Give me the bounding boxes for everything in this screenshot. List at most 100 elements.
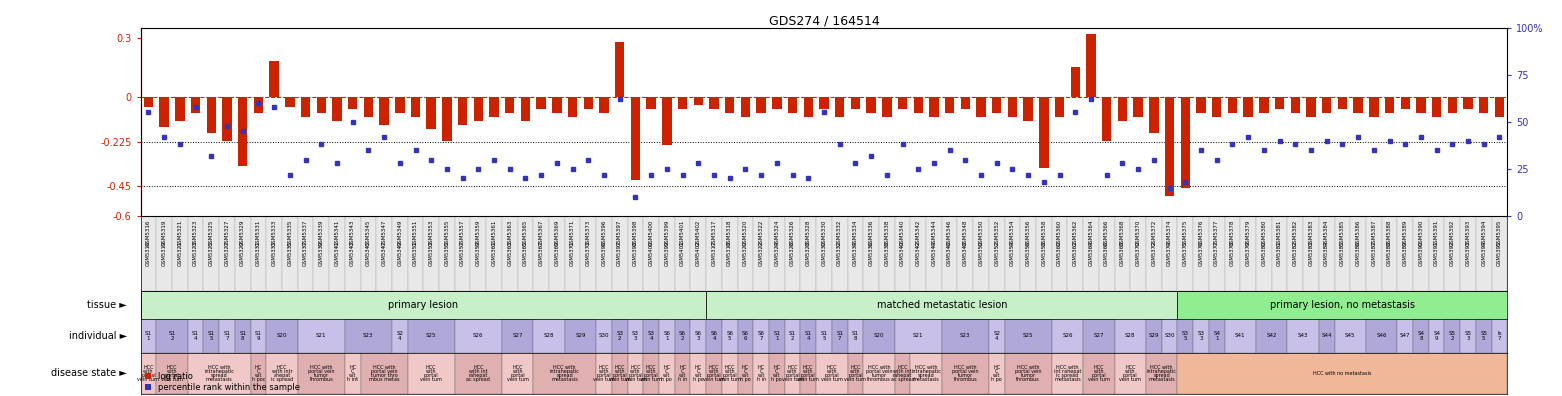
Bar: [253, 97, 262, 113]
Bar: [1165, 97, 1175, 196]
Bar: [426, 97, 436, 129]
Text: S41: S41: [1236, 333, 1245, 338]
Bar: [644, 353, 659, 394]
Bar: [784, 353, 800, 394]
Bar: [800, 353, 815, 394]
Bar: [266, 353, 298, 394]
Text: S1
5: S1 5: [820, 331, 828, 341]
Bar: [1070, 67, 1079, 97]
Bar: [408, 319, 455, 353]
Text: individual ►: individual ►: [69, 331, 127, 341]
Bar: [505, 97, 514, 113]
Bar: [737, 319, 753, 353]
Text: GSM5339: GSM5339: [319, 220, 323, 246]
Text: GSM5355: GSM5355: [445, 220, 450, 246]
Bar: [895, 353, 911, 394]
Text: GSM5327: GSM5327: [225, 220, 230, 246]
Bar: [1196, 97, 1206, 113]
Bar: [945, 97, 954, 113]
Text: GSM5356: GSM5356: [1026, 220, 1031, 246]
Bar: [800, 319, 815, 353]
Text: GSM5337: GSM5337: [303, 241, 308, 266]
Text: S30: S30: [598, 333, 609, 338]
Bar: [1414, 319, 1429, 353]
Text: GSM5369: GSM5369: [555, 220, 559, 246]
Text: GSM5316: GSM5316: [145, 220, 152, 246]
Text: GSM5388: GSM5388: [1387, 241, 1392, 266]
Text: GSM5338: GSM5338: [884, 220, 889, 246]
Text: HCC
with int
rahepat
ac spread: HCC with int rahepat ac spread: [890, 365, 914, 382]
Bar: [156, 353, 187, 394]
Bar: [976, 97, 986, 117]
Text: S6
2: S6 2: [679, 331, 686, 341]
Bar: [286, 97, 295, 107]
Text: GSM5332: GSM5332: [837, 220, 842, 246]
Text: GSM5359: GSM5359: [476, 220, 481, 246]
Text: S5
5: S5 5: [1481, 331, 1487, 341]
Text: GSM5342: GSM5342: [915, 220, 920, 246]
Text: matched metastatic lesion: matched metastatic lesion: [876, 300, 1007, 310]
Text: GSM5353: GSM5353: [428, 220, 434, 246]
Bar: [1023, 97, 1032, 121]
Text: GSM5319: GSM5319: [161, 220, 167, 246]
Bar: [1290, 97, 1300, 113]
Bar: [1082, 319, 1115, 353]
Bar: [833, 319, 848, 353]
Text: GSM5356: GSM5356: [1026, 241, 1031, 266]
Text: GSM5348: GSM5348: [962, 220, 968, 246]
Text: GSM5325: GSM5325: [209, 241, 214, 266]
Bar: [1067, 216, 1082, 291]
Text: GSM5358: GSM5358: [1042, 220, 1047, 246]
Bar: [237, 97, 247, 166]
Bar: [455, 319, 501, 353]
Text: S30: S30: [1164, 333, 1175, 338]
Text: GSM5340: GSM5340: [900, 220, 904, 246]
Text: S42: S42: [1267, 333, 1276, 338]
Text: HCC
with
portal
vein tum: HCC with portal vein tum: [609, 365, 631, 382]
Text: GSM5325: GSM5325: [209, 220, 214, 246]
Bar: [1382, 216, 1398, 291]
Text: GSM5366: GSM5366: [1104, 241, 1109, 266]
Text: GSM5331: GSM5331: [256, 220, 261, 246]
Bar: [784, 319, 800, 353]
Text: HCC with
portal vein
tumor thro
mbus metas: HCC with portal vein tumor thro mbus met…: [369, 365, 400, 382]
Text: GSM5381: GSM5381: [1278, 220, 1282, 246]
Bar: [597, 216, 612, 291]
Text: S2
4: S2 4: [993, 331, 1000, 341]
Text: GSM5363: GSM5363: [508, 220, 512, 246]
Text: HC
C
wit
h po: HC C wit h po: [694, 365, 703, 382]
Bar: [1178, 291, 1507, 319]
Bar: [361, 216, 376, 291]
Bar: [961, 97, 970, 109]
Bar: [1147, 319, 1162, 353]
Bar: [533, 319, 565, 353]
Bar: [1178, 353, 1507, 394]
Bar: [706, 291, 1178, 319]
Bar: [1131, 216, 1147, 291]
Text: GSM5392: GSM5392: [1450, 220, 1454, 246]
Text: GSM5351: GSM5351: [412, 241, 419, 266]
Bar: [1445, 216, 1460, 291]
Text: GSM5370: GSM5370: [1136, 220, 1140, 246]
Text: GSM5368: GSM5368: [1120, 241, 1125, 266]
Text: GSM5390: GSM5390: [1418, 241, 1423, 266]
Text: S29: S29: [575, 333, 586, 338]
Bar: [1303, 216, 1318, 291]
Bar: [392, 319, 408, 353]
Bar: [942, 216, 958, 291]
Text: HCC
with
portal
vein tum: HCC with portal vein tum: [640, 365, 662, 382]
Bar: [690, 216, 706, 291]
Bar: [533, 216, 548, 291]
Text: GSM5326: GSM5326: [790, 220, 795, 246]
Bar: [1398, 319, 1414, 353]
Bar: [612, 353, 628, 394]
Bar: [553, 97, 562, 113]
Text: GSM5374: GSM5374: [1167, 220, 1172, 246]
Bar: [851, 97, 861, 109]
Bar: [1209, 216, 1225, 291]
Bar: [1432, 97, 1442, 117]
Text: tissue ►: tissue ►: [87, 300, 127, 310]
Text: GSM5349: GSM5349: [397, 241, 403, 266]
Text: S1
2: S1 2: [169, 331, 175, 341]
Text: GSM5346: GSM5346: [947, 220, 953, 246]
